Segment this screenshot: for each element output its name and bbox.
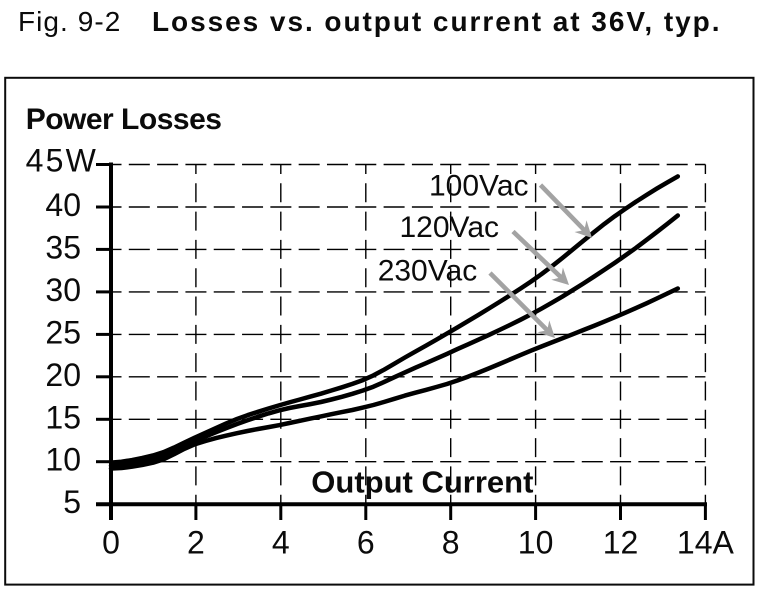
svg-text:45W: 45W <box>26 143 98 179</box>
svg-text:6: 6 <box>357 524 375 560</box>
svg-text:Fig. 9-2: Fig. 9-2 <box>18 6 121 37</box>
svg-text:35: 35 <box>45 229 81 265</box>
svg-text:40: 40 <box>45 187 81 223</box>
svg-text:15: 15 <box>45 399 81 435</box>
svg-text:0: 0 <box>102 524 120 560</box>
svg-text:14A: 14A <box>677 524 735 560</box>
svg-text:120Vac: 120Vac <box>400 211 500 244</box>
svg-text:8: 8 <box>442 524 460 560</box>
svg-text:30: 30 <box>45 272 81 308</box>
svg-text:Output Current: Output Current <box>311 464 533 499</box>
svg-text:5: 5 <box>63 484 81 520</box>
svg-text:4: 4 <box>272 524 290 560</box>
svg-text:Power Losses: Power Losses <box>26 103 222 136</box>
svg-text:20: 20 <box>45 357 81 393</box>
svg-text:230Vac: 230Vac <box>378 255 478 288</box>
svg-text:2: 2 <box>187 524 205 560</box>
svg-text:25: 25 <box>45 314 81 350</box>
svg-text:10: 10 <box>518 524 554 560</box>
svg-text:10: 10 <box>45 442 81 478</box>
svg-text:100Vac: 100Vac <box>429 170 529 203</box>
svg-text:12: 12 <box>603 524 639 560</box>
svg-text:Losses vs. output current at 3: Losses vs. output current at 36V, typ. <box>152 6 721 37</box>
